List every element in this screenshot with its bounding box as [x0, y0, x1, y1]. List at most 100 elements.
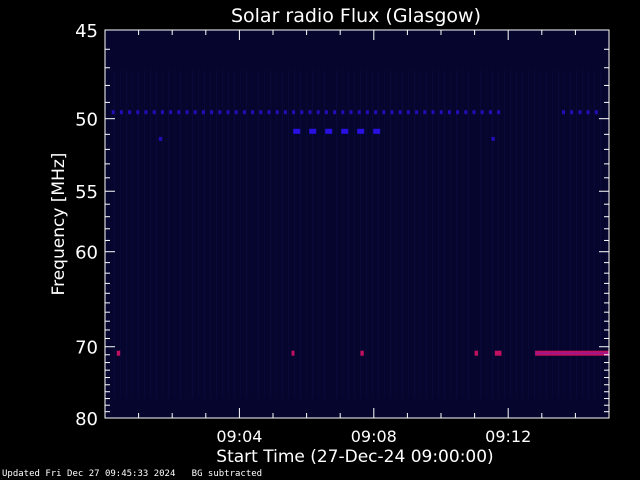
noise-streak [510, 70, 511, 398]
emission-dash [382, 110, 386, 115]
emission-dash [259, 110, 263, 115]
emission-burst [357, 128, 365, 134]
noise-streak [462, 70, 463, 398]
noise-streak [468, 70, 469, 398]
noise-streak [330, 70, 331, 398]
emission-dash [267, 110, 271, 115]
noise-streak [570, 70, 571, 398]
noise-streak [390, 70, 391, 398]
emission-dash [324, 110, 328, 115]
noise-streak [474, 70, 475, 398]
updated-timestamp: Updated Fri Dec 27 09:45:33 2024 [2, 469, 176, 479]
noise-streak [408, 70, 409, 398]
noise-streak [426, 70, 427, 398]
y-tick-label: 45 [75, 21, 98, 42]
noise-streak [360, 70, 361, 398]
noise-streak [132, 70, 133, 398]
emission-dash [586, 110, 590, 115]
emission-dash [169, 110, 173, 115]
noise-streak [288, 70, 289, 398]
y-tick-label: 80 [75, 409, 98, 430]
noise-streak [294, 70, 295, 398]
noise-streak [150, 70, 151, 398]
noise-streak [306, 70, 307, 398]
noise-streak [528, 70, 529, 398]
emission-dash [431, 110, 435, 115]
emission-segment [494, 350, 502, 356]
emission-dash [423, 110, 427, 115]
y-axis: 45 50 55 60 70 80 [75, 21, 609, 430]
noise-streak [264, 70, 265, 398]
noise-streak [204, 70, 205, 398]
emission-dash [497, 110, 501, 115]
emission-dash [488, 110, 492, 115]
noise-streak [432, 70, 433, 398]
noise-streak [270, 70, 271, 398]
noise-streak [324, 70, 325, 398]
noise-streak [348, 70, 349, 398]
emission-burst [293, 128, 301, 134]
noise-streak [222, 70, 223, 398]
noise-streak [492, 70, 493, 398]
noise-streak [450, 70, 451, 398]
emission-dash [152, 110, 156, 115]
noise-streak [384, 70, 385, 398]
noise-streak [240, 70, 241, 398]
emission-dash [464, 110, 468, 115]
emission-segment [116, 350, 121, 356]
emission-dash [316, 110, 320, 115]
noise-streak [312, 70, 313, 398]
emission-dash [308, 110, 312, 115]
noise-streak [420, 70, 421, 398]
emission-dash [300, 110, 304, 115]
noise-streak [366, 70, 367, 398]
noise-streak [198, 70, 199, 398]
emission-dash [136, 110, 140, 115]
noise-streak [540, 70, 541, 398]
emission-dash [357, 110, 361, 115]
emission-dash [594, 110, 598, 115]
noise-streak [126, 70, 127, 398]
noise-streak [120, 70, 121, 398]
footer-status: Updated Fri Dec 27 09:45:33 2024 BG subt… [2, 469, 262, 479]
emission-dash [210, 110, 214, 115]
noise-streak [402, 70, 403, 398]
noise-streak [378, 70, 379, 398]
plot-area [105, 30, 609, 418]
noise-streak [558, 70, 559, 398]
noise-streak [600, 70, 601, 398]
noise-streak [342, 70, 343, 398]
emission-dash [562, 110, 565, 115]
noise-streak [276, 70, 277, 398]
emission-dash [447, 110, 451, 115]
noise-streak [522, 70, 523, 398]
noise-streak [438, 70, 439, 398]
noise-streak [576, 70, 577, 398]
emission-dash [283, 110, 287, 115]
noise-streak [552, 70, 553, 398]
emission-dash [570, 110, 574, 115]
emission-dash [242, 110, 246, 115]
noise-streak [186, 70, 187, 398]
emission-dash [480, 110, 484, 115]
emission-segment [360, 350, 364, 356]
emission-dash [349, 110, 353, 115]
emission-dash [119, 110, 123, 115]
background-noise-streaks [108, 70, 607, 398]
emission-burst [325, 128, 333, 134]
emission-dash [341, 110, 345, 115]
noise-streak [210, 70, 211, 398]
noise-streak [564, 70, 565, 398]
emission-dash [398, 110, 402, 115]
noise-streak [336, 70, 337, 398]
emission-dash [185, 110, 189, 115]
plot-frame [104, 29, 610, 419]
noise-streak [300, 70, 301, 398]
emission-dash [578, 110, 582, 115]
noise-streak [588, 70, 589, 398]
noise-streak [282, 70, 283, 398]
noise-streak [534, 70, 535, 398]
y-tick-label: 70 [75, 338, 98, 359]
x-tick-label: 09:04 [216, 427, 262, 446]
emission-dash [472, 110, 476, 115]
